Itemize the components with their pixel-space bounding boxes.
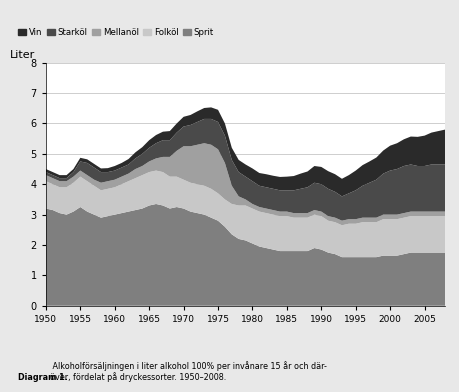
Text: Alkoholförsäljningen i liter alkohol 100% per invånare 15 år och där-
över, förd: Alkoholförsäljningen i liter alkohol 100… xyxy=(50,361,326,382)
Text: Diagram 1.: Diagram 1. xyxy=(18,373,68,382)
Text: Liter: Liter xyxy=(10,50,35,60)
Legend: Vin, Starköl, Mellanöl, Folköl, Sprit: Vin, Starköl, Mellanöl, Folköl, Sprit xyxy=(18,28,214,37)
